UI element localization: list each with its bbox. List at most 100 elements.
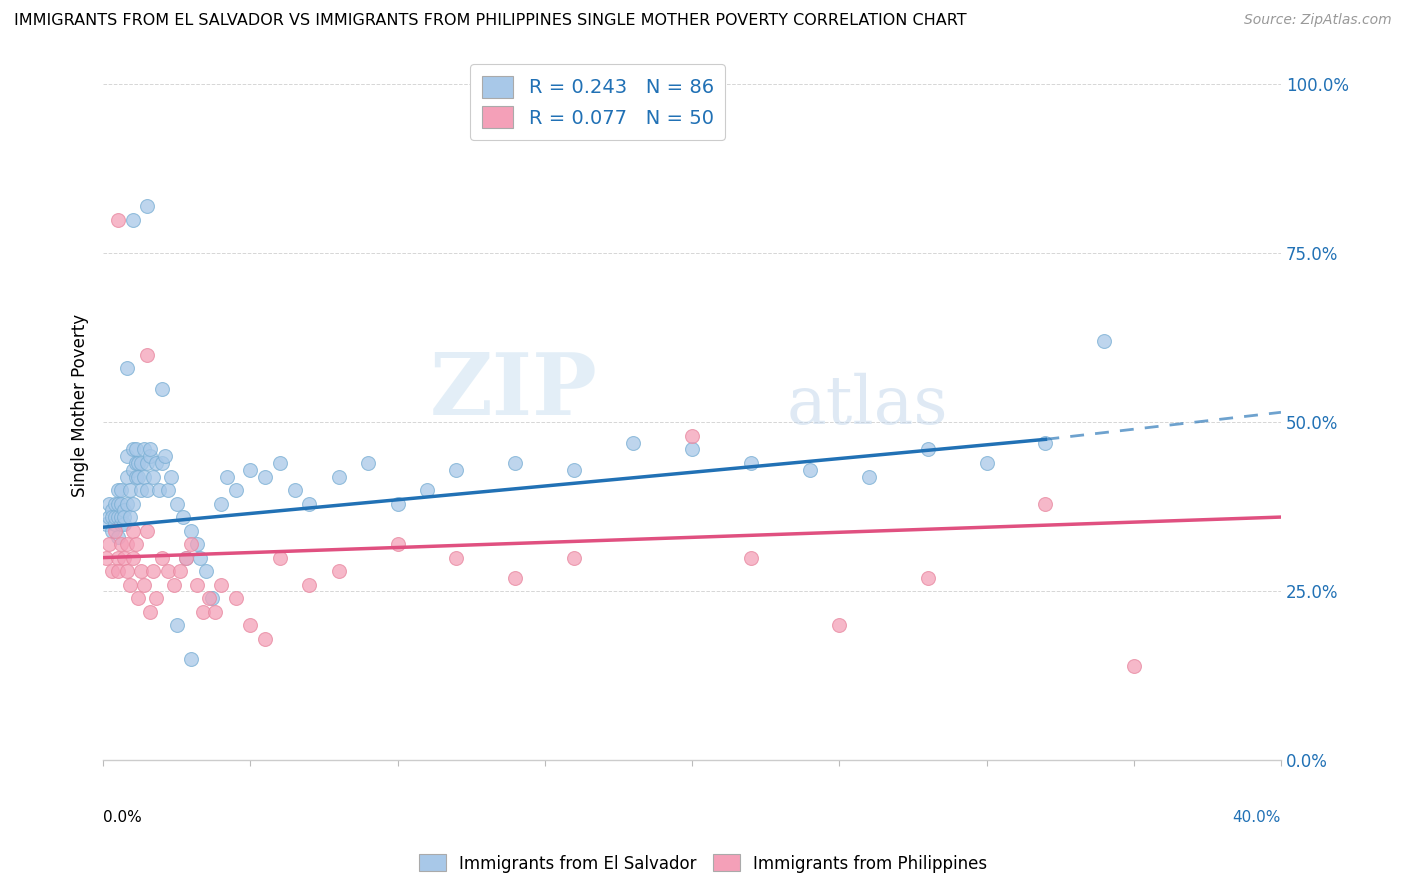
Point (269, 456, 291, 470)
Point (134, 469, 156, 483)
Point (115, 564, 138, 578)
Point (121, 524, 143, 538)
Point (104, 497, 127, 511)
Point (298, 497, 321, 511)
Point (174, 550, 197, 565)
Point (112, 550, 135, 565)
Point (150, 550, 173, 565)
Point (139, 449, 162, 463)
Point (160, 469, 183, 483)
Point (127, 591, 149, 606)
Point (118, 510, 141, 524)
Point (328, 469, 350, 483)
Point (917, 571, 939, 585)
Point (166, 497, 188, 511)
Point (328, 564, 350, 578)
Point (107, 530, 129, 544)
Point (115, 497, 138, 511)
Point (112, 516, 135, 531)
Point (142, 469, 165, 483)
Point (201, 591, 224, 606)
Point (180, 524, 202, 538)
Point (150, 382, 173, 396)
Point (110, 483, 132, 497)
Point (180, 537, 202, 551)
Point (172, 510, 194, 524)
Point (98, 510, 121, 524)
Point (156, 483, 179, 497)
Point (145, 591, 167, 606)
Point (110, 497, 132, 511)
Point (215, 469, 238, 483)
Point (858, 469, 880, 483)
Point (136, 456, 159, 470)
Text: 40.0%: 40.0% (1233, 810, 1281, 825)
Point (148, 483, 170, 497)
Point (110, 516, 132, 531)
Point (134, 442, 156, 457)
Point (142, 564, 165, 578)
Point (121, 442, 143, 457)
Point (153, 449, 176, 463)
Point (118, 577, 141, 591)
Point (112, 510, 135, 524)
Point (115, 469, 138, 483)
Point (131, 456, 153, 470)
Point (562, 550, 585, 565)
Point (239, 463, 262, 477)
Point (127, 469, 149, 483)
Point (1092, 334, 1115, 349)
Point (562, 463, 585, 477)
Point (115, 361, 138, 376)
Text: ZIP: ZIP (430, 350, 598, 434)
Point (124, 537, 146, 551)
Text: atlas: atlas (786, 373, 948, 438)
Point (121, 497, 143, 511)
Point (107, 483, 129, 497)
Point (225, 591, 247, 606)
Point (387, 497, 409, 511)
Point (195, 564, 218, 578)
Point (740, 550, 762, 565)
Point (976, 456, 998, 470)
Point (131, 483, 153, 497)
Legend: Immigrants from El Salvador, Immigrants from Philippines: Immigrants from El Salvador, Immigrants … (412, 847, 994, 880)
Point (204, 605, 226, 619)
Point (94, 516, 117, 531)
Point (136, 348, 159, 362)
Point (101, 564, 124, 578)
Legend: R = 0.243   N = 86, R = 0.077   N = 50: R = 0.243 N = 86, R = 0.077 N = 50 (470, 64, 725, 140)
Point (139, 442, 162, 457)
Point (107, 212, 129, 227)
Point (115, 449, 138, 463)
Point (209, 497, 232, 511)
Point (112, 503, 135, 517)
Point (121, 212, 143, 227)
Point (621, 435, 644, 450)
Text: Source: ZipAtlas.com: Source: ZipAtlas.com (1244, 13, 1392, 28)
Point (1035, 497, 1057, 511)
Point (107, 510, 129, 524)
Text: 0.0%: 0.0% (103, 810, 142, 825)
Point (127, 456, 149, 470)
Point (121, 550, 143, 565)
Point (124, 442, 146, 457)
Point (136, 483, 159, 497)
Point (145, 456, 167, 470)
Point (98, 537, 121, 551)
Point (1122, 658, 1144, 673)
Point (387, 537, 409, 551)
Point (118, 483, 141, 497)
Point (681, 442, 703, 457)
Point (298, 577, 321, 591)
Point (110, 537, 132, 551)
Point (209, 577, 232, 591)
Point (188, 550, 211, 565)
Point (136, 524, 159, 538)
Point (186, 577, 208, 591)
Point (180, 652, 202, 666)
Point (94, 550, 117, 565)
Point (225, 483, 247, 497)
Point (134, 577, 156, 591)
Point (101, 524, 124, 538)
